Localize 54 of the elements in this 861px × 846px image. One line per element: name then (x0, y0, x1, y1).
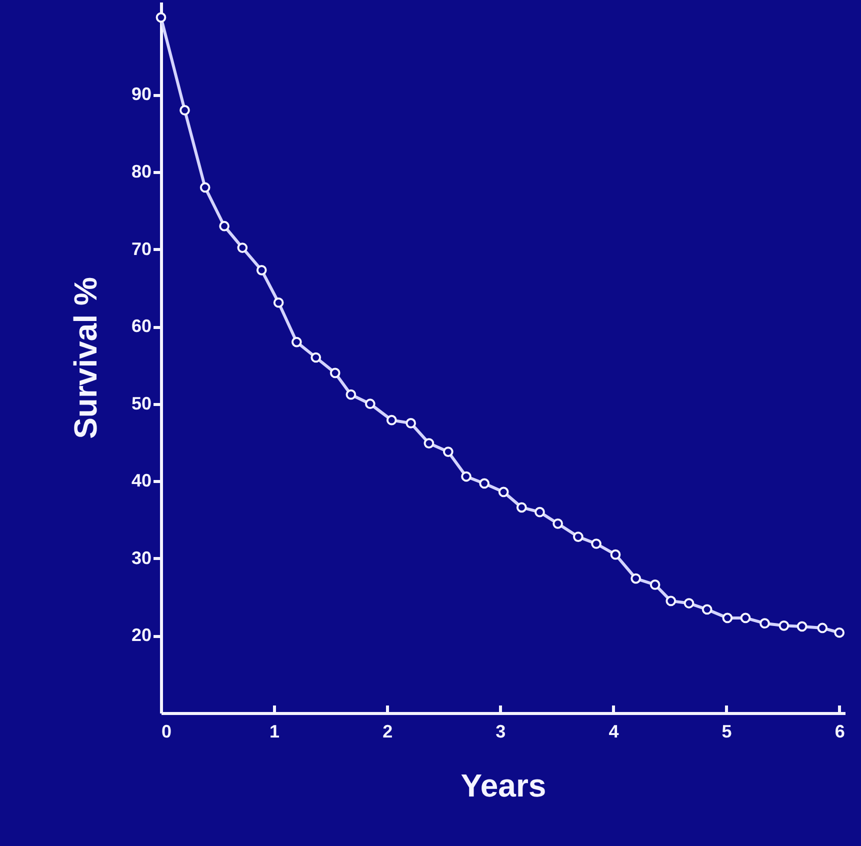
point (256, 264, 267, 276)
point (406, 418, 416, 428)
x-tick-label: 2 (382, 722, 393, 742)
x-tick-label: 1 (270, 722, 280, 742)
point (817, 622, 828, 634)
point (156, 12, 166, 23)
x-axis-title: Years (460, 768, 546, 804)
y-tick-label: 70 (131, 238, 152, 259)
point (424, 438, 434, 448)
point (291, 336, 302, 348)
point (534, 506, 545, 518)
y-tick-label: 80 (131, 162, 152, 182)
x-tick-label: 5 (722, 722, 732, 742)
point (684, 598, 694, 608)
point (778, 620, 790, 631)
point (760, 618, 770, 629)
point (461, 471, 472, 482)
point (834, 627, 845, 638)
y-tick-label: 40 (131, 470, 152, 491)
point (552, 518, 564, 529)
point (442, 446, 454, 457)
point (200, 182, 210, 193)
point (610, 549, 621, 560)
y-tick-label: 20 (131, 625, 152, 646)
point (237, 242, 248, 253)
y-tick-label: 60 (131, 316, 152, 336)
point (702, 604, 712, 615)
point (364, 398, 376, 410)
point (516, 502, 527, 513)
point (273, 297, 284, 308)
point (650, 580, 660, 590)
x-tick-label: 3 (496, 722, 506, 742)
point (666, 596, 676, 606)
point (180, 105, 190, 116)
x-tick-label: 4 (608, 722, 619, 742)
x-tick-label: 0 (162, 722, 172, 742)
point (573, 532, 584, 542)
point (346, 389, 356, 400)
point (796, 621, 808, 632)
point (498, 486, 509, 498)
point (479, 478, 490, 489)
point (330, 368, 340, 378)
x-tick-label: 6 (834, 722, 845, 742)
y-tick-label: 50 (131, 393, 152, 414)
point (386, 414, 397, 426)
point (630, 573, 642, 584)
y-tick-label: 30 (131, 548, 152, 568)
y-tick-label: 90 (131, 84, 152, 104)
point (310, 352, 322, 363)
point (219, 220, 230, 232)
y-axis-title: Survival % (67, 277, 104, 439)
point (740, 612, 751, 624)
point (591, 538, 602, 549)
point (722, 612, 733, 624)
